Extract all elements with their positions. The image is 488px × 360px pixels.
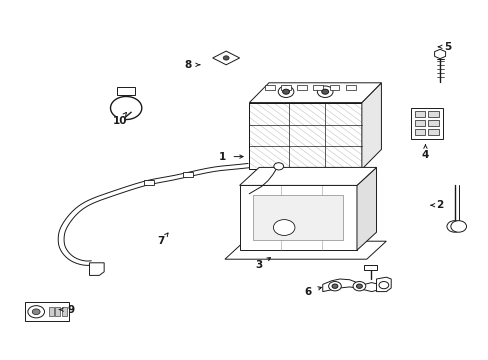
Bar [183, 172, 193, 177]
Polygon shape [212, 51, 239, 65]
Bar [61, 307, 66, 316]
Circle shape [446, 221, 462, 232]
Bar [427, 129, 438, 135]
Text: 8: 8 [184, 60, 191, 70]
Bar [427, 120, 438, 126]
Circle shape [321, 89, 328, 94]
Polygon shape [434, 49, 445, 59]
Text: 9: 9 [67, 305, 74, 315]
Bar [345, 85, 355, 90]
Bar [297, 85, 306, 90]
Circle shape [450, 221, 466, 232]
Bar [264, 85, 274, 90]
Circle shape [317, 86, 332, 98]
Polygon shape [89, 263, 104, 275]
Bar [55, 307, 60, 316]
Bar [364, 265, 376, 270]
Text: 6: 6 [304, 287, 311, 297]
Polygon shape [376, 277, 390, 292]
Circle shape [278, 86, 293, 98]
Bar [281, 85, 290, 90]
Bar [414, 129, 425, 135]
Circle shape [378, 282, 388, 289]
Bar [329, 85, 339, 90]
Polygon shape [239, 185, 356, 250]
Circle shape [273, 220, 294, 235]
Circle shape [331, 284, 337, 288]
Polygon shape [249, 83, 381, 103]
Bar [427, 111, 438, 117]
Polygon shape [249, 103, 361, 169]
Circle shape [32, 309, 40, 315]
Polygon shape [410, 108, 442, 139]
Text: 3: 3 [255, 260, 262, 270]
Text: 2: 2 [436, 200, 443, 210]
Bar [25, 302, 69, 321]
Bar [313, 85, 323, 90]
Circle shape [223, 56, 228, 60]
Polygon shape [224, 241, 386, 259]
Bar [414, 120, 425, 126]
Bar [253, 195, 343, 240]
Bar [49, 307, 54, 316]
Text: 5: 5 [443, 42, 450, 52]
Polygon shape [239, 167, 376, 185]
Bar [144, 180, 154, 185]
Circle shape [28, 306, 44, 318]
Polygon shape [361, 83, 381, 169]
Circle shape [352, 282, 365, 291]
Text: 7: 7 [157, 236, 165, 246]
Bar [117, 87, 135, 95]
Polygon shape [322, 279, 378, 292]
Text: 10: 10 [112, 116, 127, 126]
Circle shape [282, 89, 289, 94]
Text: 4: 4 [421, 150, 428, 160]
Circle shape [328, 282, 341, 291]
Polygon shape [356, 167, 376, 250]
Bar [414, 111, 425, 117]
Circle shape [356, 284, 362, 288]
Text: 1: 1 [219, 152, 225, 162]
Circle shape [273, 163, 283, 170]
